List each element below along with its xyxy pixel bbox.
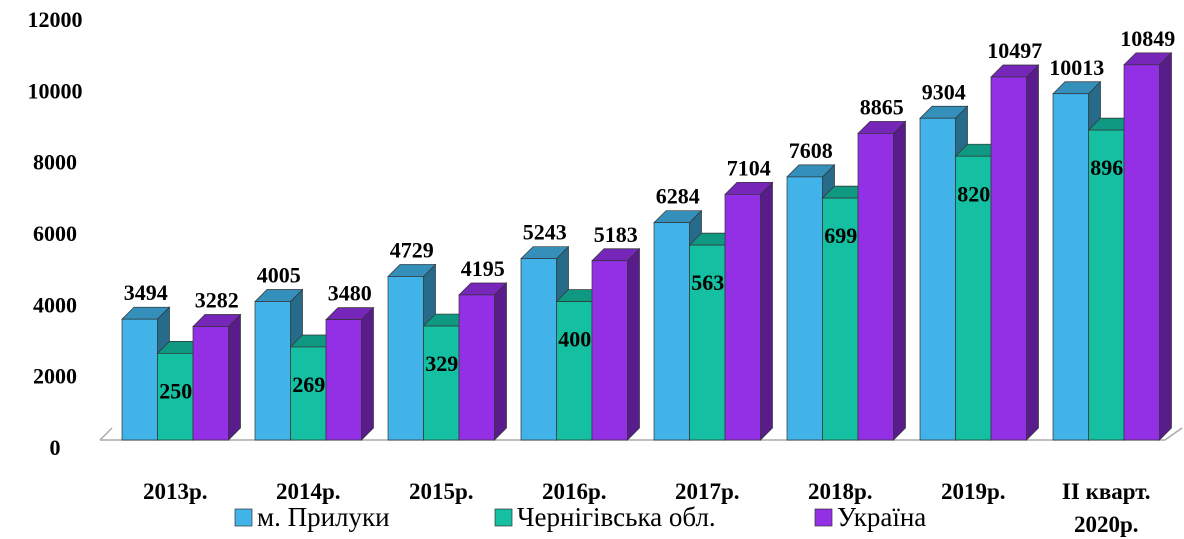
value-label: 4005	[257, 263, 301, 288]
value-label: 6284	[656, 184, 700, 209]
bar	[919, 117, 956, 441]
y-tick-label: 6000	[33, 221, 77, 246]
legend-swatch	[814, 508, 833, 527]
bar-side	[893, 120, 906, 441]
bar	[121, 318, 158, 441]
legend-label: Чернігівська обл.	[517, 502, 716, 532]
x-tick-label: 2014р.	[275, 479, 341, 504]
bar	[423, 325, 460, 441]
y-tick-label: 12000	[28, 7, 83, 32]
x-tick-label: 2016р.	[541, 479, 607, 504]
bar	[990, 76, 1027, 441]
bar	[1123, 64, 1160, 441]
bar	[591, 260, 628, 441]
bar-side	[361, 306, 374, 441]
value-label: 5183	[594, 222, 638, 247]
bar	[689, 244, 726, 441]
x-tick-label: 2017р.	[674, 479, 740, 504]
value-label: 5243	[523, 220, 567, 245]
value-label: 7104	[727, 155, 771, 180]
bar-side	[228, 313, 241, 441]
bar	[192, 326, 229, 441]
bar	[157, 353, 194, 441]
bar	[653, 222, 690, 441]
value-label: 3282	[195, 288, 239, 313]
bar-side	[760, 181, 773, 441]
value-label: 9304	[922, 79, 966, 104]
bar	[724, 193, 761, 441]
bar	[387, 276, 424, 441]
x-tick-label: 2013р.	[142, 479, 208, 504]
bar	[520, 258, 557, 441]
value-label: 10849	[1120, 26, 1175, 51]
y-tick-label: 0	[50, 435, 61, 460]
value-label: 3480	[328, 281, 372, 306]
legend-swatch	[234, 508, 253, 527]
bar-side	[627, 247, 640, 441]
bar	[786, 176, 823, 441]
bar	[1088, 129, 1125, 441]
legend-swatch	[494, 508, 513, 527]
x-tick-label: 2015р.	[408, 479, 474, 504]
y-tick-label: 10000	[28, 78, 83, 103]
x-tick-label: 2019р.	[940, 479, 1006, 504]
x-tick-label: ІІ кварт. 2020р.	[1061, 479, 1151, 537]
legend-label: м. Прилуки	[257, 502, 390, 532]
bar	[325, 319, 362, 441]
bar	[254, 301, 291, 441]
axis-line	[99, 427, 113, 441]
bar-side	[1159, 51, 1172, 441]
bar	[556, 301, 593, 441]
bar	[1052, 93, 1089, 441]
y-tick-label: 4000	[33, 292, 77, 317]
value-label: 4195	[461, 256, 505, 281]
y-tick-label: 8000	[33, 150, 77, 175]
value-label: 10497	[987, 38, 1042, 63]
bar	[290, 346, 327, 441]
bar	[955, 155, 992, 441]
bar-side	[494, 282, 507, 441]
value-label: 8865	[860, 94, 904, 119]
value-label: 3494	[124, 280, 168, 305]
y-tick-label: 2000	[33, 364, 77, 389]
bar	[857, 133, 894, 441]
bar	[822, 197, 859, 441]
bar	[458, 294, 495, 441]
x-tick-label: 2018р.	[807, 479, 873, 504]
bar-side	[1026, 64, 1039, 441]
value-label: 7608	[789, 138, 833, 163]
legend-label: Україна	[837, 502, 926, 532]
value-label: 10013	[1049, 55, 1104, 80]
value-label: 4729	[390, 238, 434, 263]
